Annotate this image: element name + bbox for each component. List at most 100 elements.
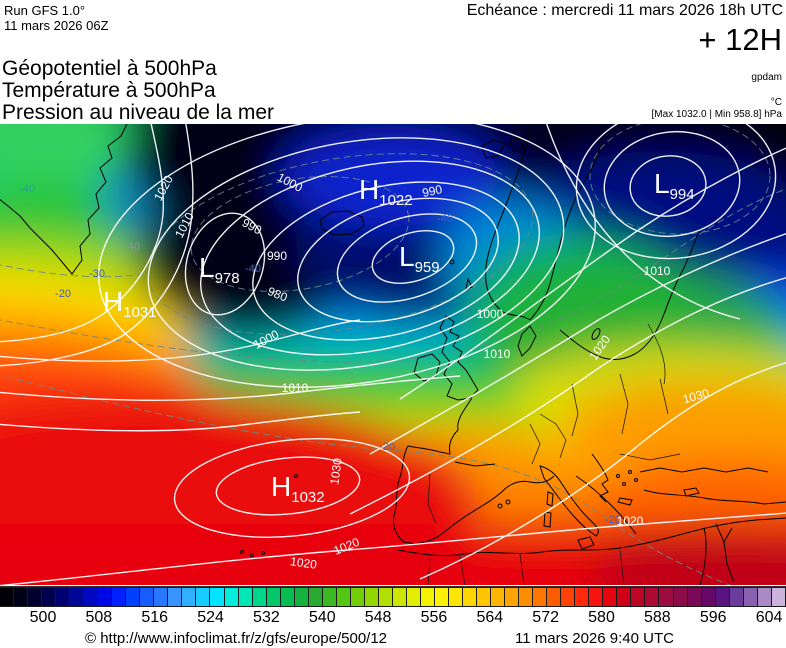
colorbar-tick-label: 540 (308, 609, 336, 626)
temperature-label: -30 (299, 344, 315, 356)
isobar-label: 1010 (484, 347, 511, 361)
colorbar-cell (630, 587, 646, 607)
temperature-contour-labels: -40 -40 -30 -20 -40 -40 -30 -20 -20 (19, 183, 621, 526)
colorbar-cell (27, 587, 43, 607)
colorbar-cell (55, 587, 71, 607)
colorbar-cell (391, 587, 407, 607)
colorbar-cell (770, 587, 786, 607)
copyright-url: © http://www.infoclimat.fr/z/gfs/europe/… (85, 630, 388, 647)
colorbar-cell (167, 587, 183, 607)
colorbar-cell (602, 587, 618, 607)
temperature-label: -20 (379, 441, 395, 453)
temperature-label: -40 (245, 263, 261, 275)
isobar-label: 1020 (289, 554, 318, 572)
colorbar-cell (125, 587, 141, 607)
colorbar-cell (111, 587, 127, 607)
colorbar-cell (293, 587, 309, 607)
param-temperature: Température à 500hPa (2, 79, 216, 102)
colorbar-cell (504, 587, 520, 607)
pressure-center-label: L994 (654, 168, 695, 203)
pressure-center-labels: H1022 L994 L978 L959 H1031 H1032 (103, 168, 695, 506)
colorbar-tick-label: 556 (420, 609, 448, 626)
isobar-label: 1020 (617, 514, 644, 528)
colorbar-cell (686, 587, 702, 607)
colorbar-cell (181, 587, 197, 607)
colorbar-cell (714, 587, 730, 607)
temperature-label: -30 (89, 268, 105, 280)
pressure-center-label: H1031 (103, 286, 157, 321)
colorbar-cell (349, 587, 365, 607)
colorbar-cell (616, 587, 632, 607)
colorbar-tick-label: 524 (197, 609, 224, 626)
isobar-label: 990 (421, 182, 444, 200)
colorbar-cell (700, 587, 716, 607)
model-run-date: 11 mars 2026 06Z (4, 18, 109, 33)
colorbar-cell (265, 587, 281, 607)
param-pressure: Pression au niveau de la mer (2, 101, 274, 124)
pressure-center-label: L959 (399, 241, 440, 276)
colorbar-cell (279, 587, 295, 607)
colorbar-cell (13, 587, 29, 607)
colorbar-cell (209, 587, 225, 607)
unit-geopotential: gpdam (751, 72, 782, 83)
weather-map-canvas: -40 -40 -30 -20 -40 -40 -30 -20 -20 1020 1010 1000… (0, 64, 786, 648)
colorbar-cell (363, 587, 379, 607)
isobar-label: 1010 (644, 264, 671, 278)
country-borders (427, 323, 681, 586)
colorbar-cell (532, 587, 548, 607)
colorbar-cell (405, 587, 421, 607)
colorbar-cell (139, 587, 155, 607)
colorbar-cell (195, 587, 211, 607)
colorbar-tick-label: 532 (253, 609, 280, 626)
colorbar-cell (335, 587, 351, 607)
isobar-label: 1000 (477, 307, 504, 321)
colorbar-cell (672, 587, 688, 607)
pressure-center-label: L978 (199, 252, 240, 287)
isobar-label: 1010 (282, 381, 309, 395)
colorbar-tick-label: 596 (699, 609, 727, 626)
colorbar-cell (644, 587, 660, 607)
pressure-range-label: [Max 1032.0 | Min 958.8] hPa (651, 109, 782, 120)
colorbar-cell (97, 587, 113, 607)
isobar-label: 1030 (327, 457, 345, 486)
colorbar-tick-label: 500 (29, 609, 57, 626)
colorbar-cell (419, 587, 435, 607)
colorbar-cell (153, 587, 169, 607)
colorbar (0, 586, 786, 607)
temperature-label: -20 (55, 288, 71, 300)
param-geopotential: Géopotentiel à 500hPa (2, 57, 217, 80)
colorbar-cell (560, 587, 576, 607)
colorbar-tick-label: 548 (364, 609, 392, 626)
isobar-label: 1030 (681, 386, 711, 407)
isobar-label: 990 (267, 249, 287, 263)
temperature-label: -40 (124, 241, 140, 253)
unit-temperature: °C (770, 97, 782, 108)
temperature-label: -20 (605, 514, 621, 526)
valid-time-label: Echéance : mercredi 11 mars 2026 18h UTC (466, 2, 783, 19)
colorbar-cell (433, 587, 449, 607)
colorbar-cell (69, 587, 85, 607)
colorbar-tick-label: 572 (532, 609, 559, 626)
colorbar-tick-label: 508 (85, 609, 113, 626)
colorbar-cell (742, 587, 758, 607)
forecast-step-label: + 12H (698, 22, 782, 57)
colorbar-tick-label: 604 (755, 609, 783, 626)
colorbar-cell (476, 587, 492, 607)
colorbar-tick-label: 588 (643, 609, 671, 626)
footer-bar: © http://www.infoclimat.fr/z/gfs/europe/… (0, 629, 786, 648)
model-run-label: Run GFS 1.0° (4, 3, 86, 18)
colorbar-cell (462, 587, 478, 607)
colorbar-cell (756, 587, 772, 607)
colorbar-cell (518, 587, 534, 607)
colorbar-cell (588, 587, 604, 607)
colorbar-cell (251, 587, 267, 607)
colorbar-cell (0, 587, 15, 607)
colorbar-cell (83, 587, 99, 607)
pressure-center-label: H1022 (359, 174, 413, 209)
colorbar-tick-label: 580 (588, 609, 615, 626)
colorbar-tick-label: 516 (141, 609, 169, 626)
generation-datetime: 11 mars 2026 9:40 UTC (515, 630, 674, 647)
colorbar-cell (321, 587, 337, 607)
temperature-label: -40 (437, 213, 453, 225)
